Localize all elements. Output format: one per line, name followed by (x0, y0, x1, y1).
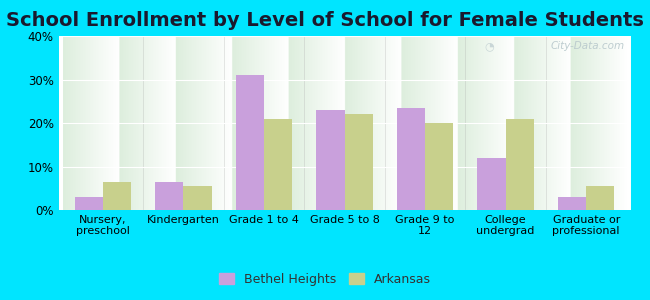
Bar (344, 114, 372, 210)
Bar (397, 108, 425, 210)
Text: City-Data.com: City-Data.com (551, 41, 625, 51)
Bar (506, 119, 534, 210)
Bar (317, 110, 345, 210)
Bar (155, 182, 183, 210)
Bar (478, 158, 506, 210)
Legend: Bethel Heights, Arkansas: Bethel Heights, Arkansas (214, 268, 436, 291)
Bar (103, 182, 131, 210)
Bar (75, 197, 103, 210)
Text: School Enrollment by Level of School for Female Students: School Enrollment by Level of School for… (6, 11, 644, 29)
Bar (264, 119, 292, 210)
Bar (558, 197, 586, 210)
Bar (236, 75, 264, 210)
Bar (425, 123, 453, 210)
Bar (586, 186, 614, 210)
Text: ◔: ◔ (485, 41, 495, 51)
Bar (183, 186, 211, 210)
